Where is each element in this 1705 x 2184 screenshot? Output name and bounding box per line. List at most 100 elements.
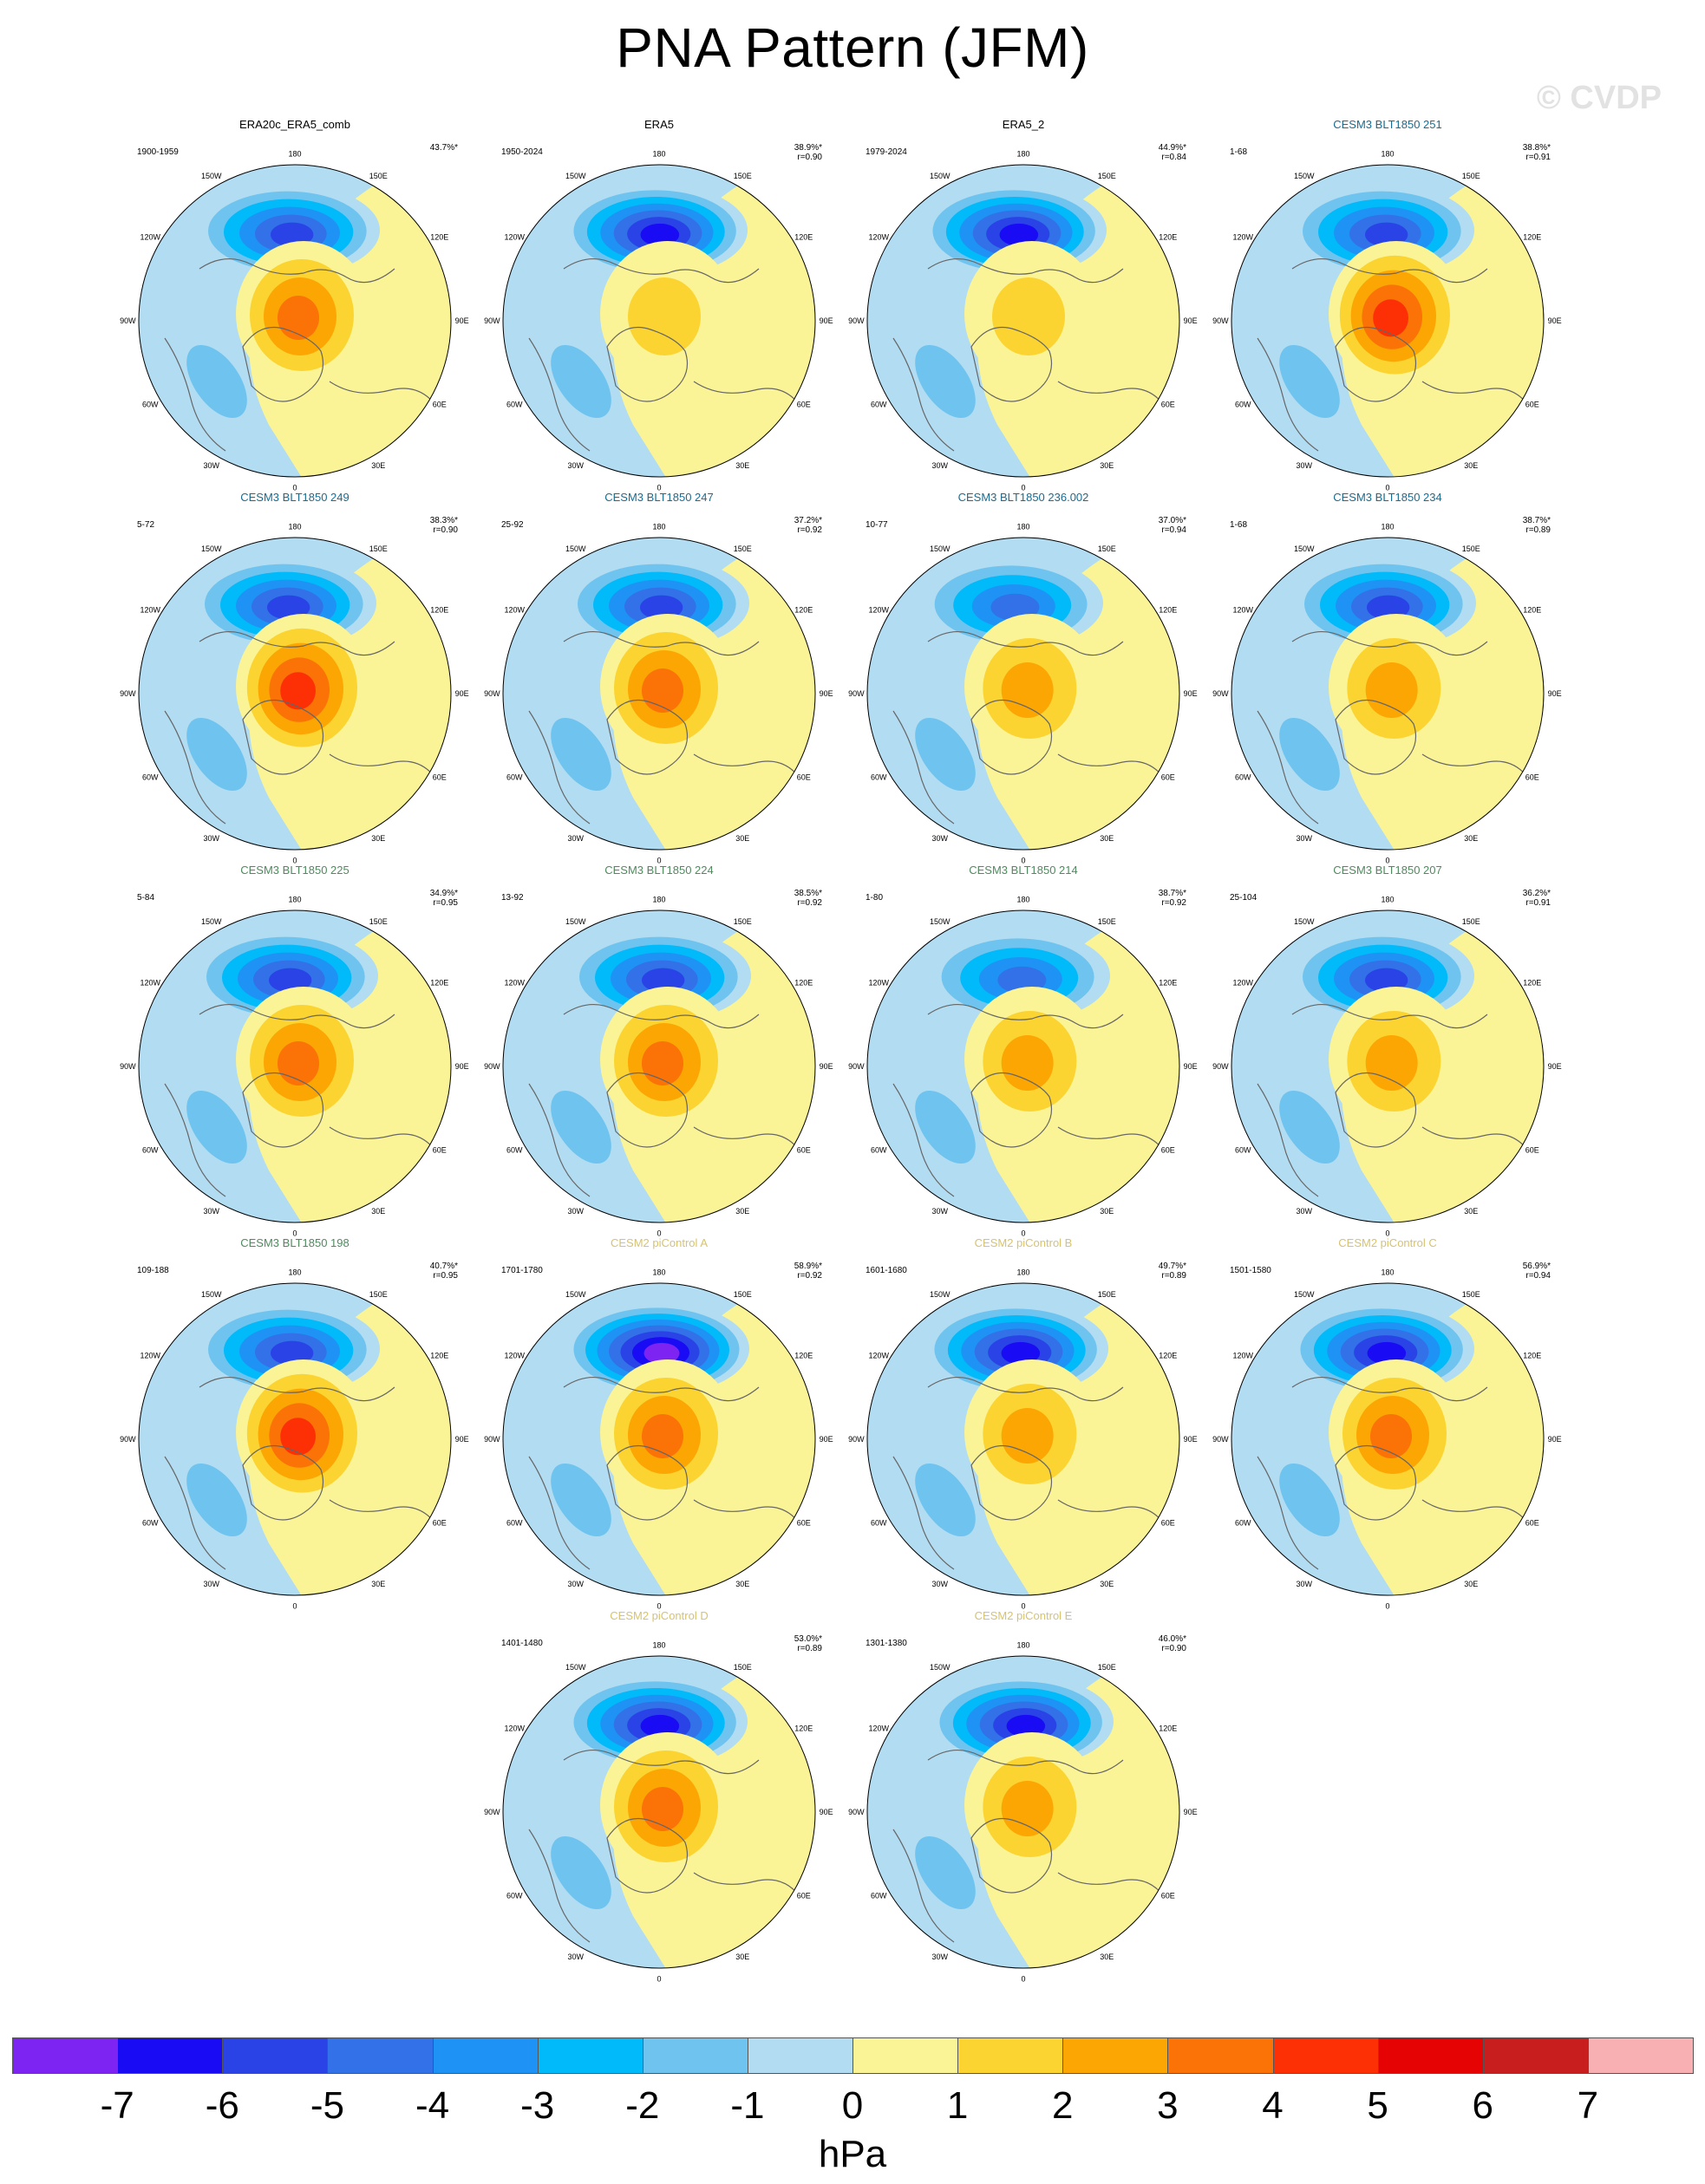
polar-map: 180 150E 120E 90E 60E 30E 0 30W 60W 90W 120W 150W — [120, 895, 468, 1237]
longitude-label: 120E — [1159, 1724, 1177, 1733]
secondary-low-contour — [1279, 344, 1340, 419]
longitude-label: 60W — [871, 1145, 887, 1154]
longitude-label: 120E — [1159, 606, 1177, 615]
polar-map: 180 150E 120E 90E 60E 30E 0 30W 60W 90W 120W 150W — [484, 522, 833, 864]
colorbar-swatch — [432, 2037, 539, 2074]
longitude-label: 30W — [931, 1580, 948, 1588]
longitude-label: 120E — [1159, 1352, 1177, 1360]
low-pressure-contour — [1365, 222, 1408, 247]
panel-variance-pct: 40.7%* — [429, 1262, 458, 1271]
longitude-label: 30E — [735, 1953, 749, 1961]
panel-years: 1979-2024 — [866, 147, 907, 157]
panel-variance-pct: 46.0%* — [1158, 1634, 1186, 1644]
map-boundary — [138, 909, 452, 1223]
panel-stats: 43.7%* — [430, 143, 458, 153]
longitude-label: 0 — [292, 1602, 297, 1611]
longitude-label: 30E — [1100, 1580, 1114, 1588]
longitude-label: 90W — [1212, 1062, 1229, 1071]
panel-title: CESM3 BLT1850 198 — [240, 1236, 349, 1249]
longitude-label: 60W — [1235, 1518, 1251, 1527]
longitude-label: 120W — [868, 1352, 889, 1360]
panel-pattern-correlation: r=0.90 — [1161, 1644, 1186, 1653]
longitude-label: 120E — [430, 233, 448, 242]
map-panel: ERA5 1950-2024 38.9%* r=0.90 180 150E 120E 90E 6… — [477, 118, 841, 492]
longitude-label: 60E — [797, 773, 811, 781]
secondary-low-contour — [915, 344, 976, 419]
longitude-label: 120E — [1523, 1352, 1541, 1360]
panel-stats: 38.5%* r=0.92 — [794, 889, 822, 908]
longitude-label: 30W — [203, 1207, 219, 1216]
map-boundary — [502, 537, 816, 851]
panel-title: CESM3 BLT1850 225 — [240, 864, 349, 877]
longitude-label: 60W — [506, 1518, 523, 1527]
panel-pattern-correlation: r=0.89 — [1525, 525, 1551, 535]
coastline — [164, 1003, 443, 1197]
longitude-label: 60E — [1161, 1145, 1175, 1154]
longitude-label: 90E — [820, 1435, 833, 1444]
panel-variance-pct: 44.9%* — [1158, 143, 1186, 153]
colorbar-tick-label: 6 — [1472, 2084, 1493, 2127]
longitude-label: 60W — [142, 1518, 159, 1527]
panel-years: 13-92 — [501, 893, 524, 903]
longitude-label: 120W — [868, 233, 889, 242]
panel-title: CESM3 BLT1850 247 — [604, 491, 714, 504]
coastline — [164, 1376, 443, 1570]
panel-years: 5-72 — [137, 520, 155, 530]
map-boundary — [866, 909, 1180, 1223]
longitude-label: 120W — [504, 233, 525, 242]
longitude-label: 180 — [652, 522, 665, 531]
colorbar-swatch — [537, 2037, 643, 2074]
colorbar-swatch — [642, 2037, 748, 2074]
longitude-label: 150E — [1098, 172, 1116, 180]
panel-years: 1301-1380 — [866, 1639, 907, 1648]
coastline — [892, 1376, 1172, 1570]
longitude-label: 180 — [288, 522, 301, 531]
panel-variance-pct: 56.9%* — [1522, 1262, 1551, 1271]
longitude-label: 0 — [292, 857, 297, 865]
panel-title: CESM3 BLT1850 224 — [604, 864, 714, 877]
polar-map: 180 150E 120E 90E 60E 30E 0 30W 60W 90W 120W 150W — [848, 149, 1197, 492]
colorbar-unit-label: hPa — [818, 2133, 887, 2175]
longitude-label: 30E — [735, 461, 749, 470]
coastline — [1257, 1003, 1536, 1197]
longitude-label: 90E — [455, 316, 469, 325]
longitude-label: 150W — [565, 1663, 586, 1672]
panel-years: 109-188 — [137, 1266, 169, 1275]
colorbar-tick-label: 7 — [1577, 2084, 1599, 2127]
longitude-label: 90W — [120, 316, 136, 325]
longitude-label: 150E — [734, 544, 752, 553]
panel-years: 1-68 — [1230, 520, 1248, 530]
high-pressure-contour — [642, 1041, 683, 1085]
panel-pattern-correlation: r=0.92 — [797, 898, 822, 908]
longitude-label: 60E — [1525, 400, 1539, 408]
longitude-label: 150E — [734, 917, 752, 926]
longitude-label: 120W — [504, 606, 525, 615]
longitude-label: 30E — [1100, 834, 1114, 843]
longitude-label: 90W — [848, 1062, 865, 1071]
longitude-label: 120W — [1232, 606, 1253, 615]
map-panel: CESM3 BLT1850 249 5-72 38.3%* r=0.90 180 150E… — [113, 491, 477, 865]
longitude-label: 150W — [201, 172, 222, 180]
longitude-label: 120E — [430, 979, 448, 988]
map-boundary — [866, 1282, 1180, 1596]
low-pressure-contour — [1367, 1341, 1407, 1365]
map-boundary — [138, 164, 452, 478]
high-pressure-contour — [1001, 1781, 1054, 1836]
panel-stats: 46.0%* r=0.90 — [1159, 1634, 1186, 1653]
map-panel: CESM3 BLT1850 214 1-80 38.7%* r=0.92 180 150E… — [841, 864, 1205, 1238]
panel-stats: 58.9%* r=0.92 — [794, 1262, 822, 1281]
colorbar-tick-label: -5 — [310, 2084, 344, 2127]
map-panel: CESM3 BLT1850 251 1-68 38.8%* r=0.91 180 150E… — [1205, 118, 1570, 492]
map-panel: CESM3 BLT1850 207 25-104 36.2%* r=0.91 180 15… — [1205, 864, 1570, 1238]
longitude-label: 150W — [565, 1290, 586, 1299]
longitude-label: 120W — [140, 233, 160, 242]
coastline — [528, 258, 807, 452]
longitude-label: 150E — [1462, 172, 1480, 180]
colorbar-tick-label: -4 — [415, 2084, 450, 2127]
colorbar-tick-label: 2 — [1052, 2084, 1074, 2127]
panel-stats: 36.2%* r=0.91 — [1523, 889, 1551, 908]
low-pressure-contour — [1006, 1714, 1046, 1737]
coastline — [892, 630, 1172, 825]
longitude-label: 150W — [201, 544, 222, 553]
panel-years: 1-80 — [866, 893, 884, 903]
